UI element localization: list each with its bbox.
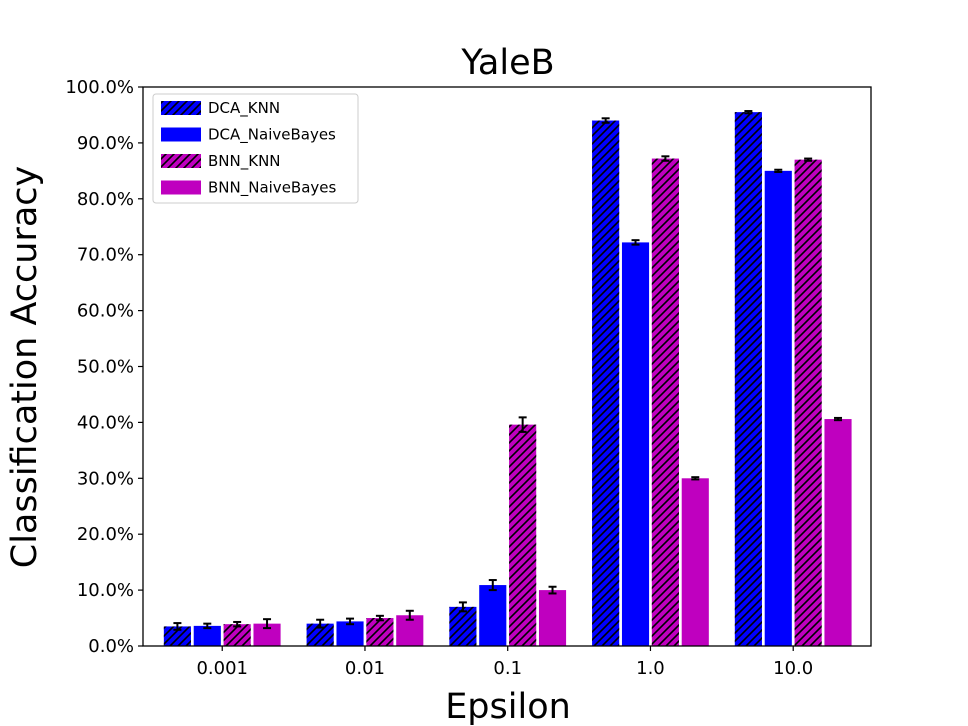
bar-bnn-naivebayes-1-0 [681, 478, 709, 646]
bar-bnn-knn-0-01-hatch [366, 618, 394, 646]
y-tick-label: 80.0% [77, 189, 134, 210]
error-bar-bnn-knn-0-1 [518, 416, 527, 433]
y-axis-label: Classification Accuracy [5, 166, 45, 569]
bars-group [163, 110, 852, 647]
y-tick-label: 60.0% [77, 301, 134, 322]
y-tick-label: 20.0% [77, 524, 134, 545]
x-tick-label: 1.0 [636, 658, 665, 679]
error-bar-bnn-knn-0-01 [375, 614, 384, 622]
legend-swatch-bnn-naivebayes [161, 180, 201, 195]
y-tick-label: 70.0% [77, 245, 134, 266]
legend: DCA_KNN DCA_NaiveBayes BNN_KNN BNN_NaiveBay… [152, 93, 359, 204]
bar-dca-knn-1-0-hatch [592, 120, 620, 647]
bar-bnn-naivebayes-0-1 [538, 590, 567, 646]
x-axis-ticks: 0.001 0.01 0.1 1.0 10.0 [196, 646, 813, 679]
error-bar-bnn-knn-10-0 [804, 157, 813, 162]
error-bar-bnn-naivebayes-0-1 [548, 585, 557, 595]
plot-frame [142, 86, 872, 647]
error-bar-dca-knn-0-01 [316, 618, 325, 629]
legend-label-dca-knn: DCA_KNN [208, 99, 280, 118]
error-bar-dca-naivebayes-0-001 [203, 622, 212, 630]
error-bar-bnn-naivebayes-0-001 [263, 618, 272, 630]
bar-bnn-knn-10-0-hatch [794, 159, 822, 647]
y-tick-label: 100.0% [65, 77, 134, 98]
legend-label-bnn-naivebayes: BNN_NaiveBayes [208, 179, 337, 198]
legend-label-dca-naivebayes: DCA_NaiveBayes [208, 126, 336, 145]
bar-bnn-naivebayes-10-0 [824, 419, 852, 646]
x-tick-label: 0.001 [196, 658, 248, 679]
legend-swatch-dca-naivebayes [161, 127, 201, 142]
y-tick-label: 30.0% [77, 468, 134, 489]
bar-bnn-naivebayes-0-001 [253, 623, 281, 646]
error-bar-bnn-naivebayes-0-01 [405, 609, 414, 621]
y-axis-ticks: 0.0% 10.0% 20.0% 30.0% 40.0% 50.0% 60.0% 70.0% 8… [65, 77, 143, 657]
error-bar-dca-naivebayes-0-1 [488, 579, 497, 592]
error-bar-dca-knn-1-0 [601, 117, 610, 124]
error-bar-dca-knn-0-001 [173, 622, 182, 631]
error-bar-bnn-knn-0-001 [233, 620, 242, 628]
bar-dca-naivebayes-0-001 [193, 625, 221, 646]
bar-bnn-knn-1-0-hatch [651, 158, 679, 646]
error-bar-dca-knn-0-1 [458, 601, 467, 613]
bar-dca-knn-0-01-hatch [306, 623, 334, 646]
bar-bnn-knn-0-1-hatch [509, 424, 537, 646]
legend-label-bnn-knn: BNN_KNN [208, 152, 281, 171]
bar-dca-naivebayes-1-0 [621, 242, 650, 647]
bar-dca-naivebayes-0-1 [479, 585, 507, 646]
error-bar-dca-knn-10-0 [744, 110, 753, 115]
bar-dca-naivebayes-0-01 [336, 621, 364, 646]
error-bar-dca-naivebayes-0-01 [346, 617, 355, 626]
x-axis-label: Epsilon [445, 687, 571, 726]
bar-bnn-knn-0-001-hatch [223, 624, 251, 646]
legend-swatch-hatch-bnn-knn [161, 154, 201, 168]
y-tick-label: 50.0% [77, 357, 134, 378]
x-tick-label: 0.1 [493, 658, 522, 679]
error-bar-dca-naivebayes-1-0 [631, 239, 640, 246]
y-tick-label: 10.0% [77, 580, 134, 601]
x-tick-label: 0.01 [345, 658, 385, 679]
x-tick-label: 10.0 [773, 658, 813, 679]
y-tick-label: 90.0% [77, 133, 134, 154]
bar-dca-knn-0-001-hatch [163, 626, 191, 646]
y-tick-label: 40.0% [77, 412, 134, 433]
y-tick-label: 0.0% [88, 636, 134, 657]
error-bar-bnn-knn-1-0 [661, 155, 670, 162]
chart-title: YaleB [460, 43, 554, 83]
error-bar-bnn-naivebayes-1-0 [691, 476, 700, 481]
legend-frame [152, 93, 359, 204]
error-bar-bnn-naivebayes-10-0 [834, 416, 843, 422]
bar-dca-knn-0-1-hatch [449, 606, 477, 646]
legend-swatch-hatch-dca-knn [161, 101, 201, 115]
error-bar-dca-naivebayes-10-0 [774, 168, 783, 173]
bar-dca-knn-10-0-hatch [734, 112, 762, 646]
bar-dca-naivebayes-10-0 [764, 170, 792, 646]
